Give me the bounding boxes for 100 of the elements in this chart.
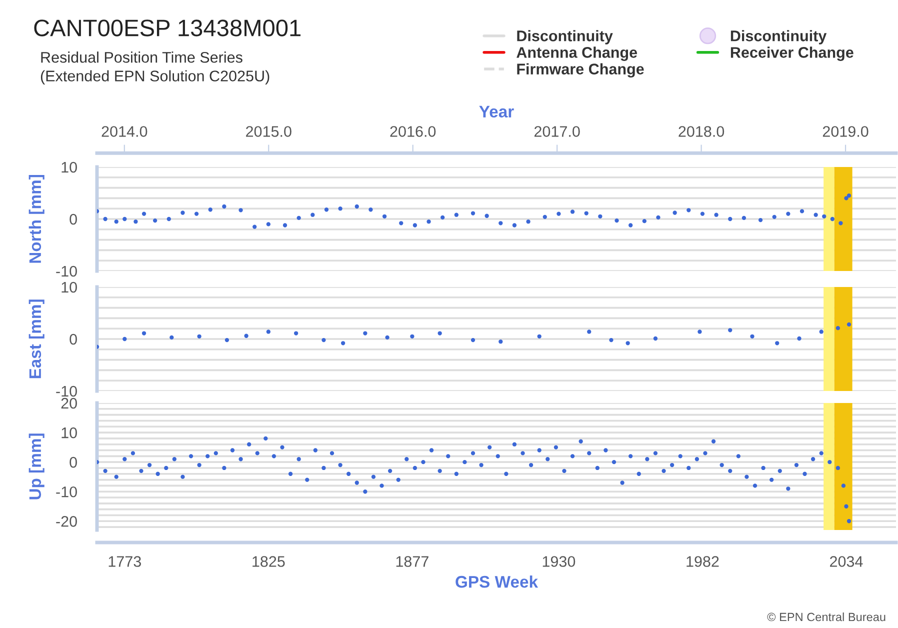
point [614, 218, 619, 223]
point [266, 222, 270, 226]
point [354, 204, 359, 209]
legend-label: Discontinuity [517, 30, 613, 44]
y-tick-label: -10 [56, 266, 77, 277]
point [166, 216, 171, 222]
point [252, 224, 257, 229]
point [846, 194, 852, 198]
point [498, 340, 503, 344]
point [426, 220, 431, 224]
point [340, 341, 346, 346]
x-axis-title: GPS Week [456, 575, 538, 588]
point [742, 216, 746, 220]
point [197, 334, 202, 338]
point [836, 326, 840, 330]
y-tick-label: 0 [70, 456, 77, 468]
point [584, 211, 588, 216]
point [653, 336, 658, 341]
point [103, 216, 108, 222]
point [512, 223, 517, 228]
x2-tick-label: 2014.0 [102, 126, 148, 137]
point [775, 341, 780, 346]
x2-tick-label: 2016.0 [390, 126, 436, 137]
point [542, 214, 547, 220]
point [142, 212, 146, 216]
point [382, 214, 387, 218]
point [642, 218, 646, 224]
point [758, 218, 763, 222]
point [322, 338, 326, 342]
point [368, 208, 373, 212]
point [470, 211, 476, 216]
point [294, 331, 298, 336]
point [556, 212, 561, 216]
point [570, 210, 575, 214]
legend-label: Discontinuity [730, 30, 827, 44]
y-axis-title: North [mm] [28, 175, 44, 263]
legend-label: Antenna Change [516, 46, 638, 61]
point [122, 336, 127, 342]
x2-tick-label: 2015.0 [246, 126, 292, 137]
point [587, 330, 592, 334]
point [628, 223, 633, 228]
point [412, 223, 418, 228]
point [410, 334, 414, 338]
point [537, 334, 542, 338]
y-tick-label: 0 [70, 334, 77, 345]
point [728, 328, 732, 332]
point [194, 212, 199, 216]
point [385, 335, 390, 340]
point [152, 218, 158, 223]
point [698, 330, 702, 334]
x-tick-label: 2034 [830, 556, 863, 567]
x-tick-label: 1930 [542, 556, 576, 567]
point [134, 220, 138, 224]
y-axis-title: East [mm] [28, 300, 44, 378]
point [208, 208, 212, 212]
point [686, 208, 691, 212]
point [844, 196, 848, 200]
point [700, 212, 705, 216]
point [338, 206, 342, 211]
point [772, 214, 776, 220]
point [797, 336, 802, 341]
point [438, 331, 442, 336]
y-tick-label: 0 [70, 214, 77, 225]
point [830, 216, 834, 222]
point [598, 214, 602, 218]
x2-tick-label: 2017.0 [534, 126, 580, 137]
point [180, 210, 185, 215]
point [498, 221, 503, 226]
text: © EPN Central Bureau [767, 612, 886, 622]
point [484, 214, 489, 218]
point [363, 331, 368, 336]
y-tick-label: -10 [56, 486, 77, 498]
y-tick-label: 10 [62, 282, 77, 293]
chart-title: CANT00ESP 13438M001 [34, 20, 300, 36]
point [819, 330, 824, 334]
point [714, 212, 718, 217]
point [838, 221, 843, 226]
point [266, 330, 270, 334]
x2-axis-title: Year [479, 106, 514, 118]
y-tick-label: -10 [56, 386, 77, 397]
point [170, 335, 174, 340]
point [822, 214, 826, 218]
y-tick-label: -20 [56, 516, 77, 527]
point [609, 338, 614, 342]
x-tick-label: 1773 [108, 556, 141, 567]
legend-label: Receiver Change [730, 46, 854, 61]
point [244, 334, 248, 338]
x-tick-label: 1982 [686, 556, 719, 567]
point [626, 341, 630, 346]
point [814, 212, 818, 217]
point [672, 210, 677, 215]
point [750, 334, 754, 338]
x2-tick-label: 2019.0 [822, 126, 868, 137]
point [454, 212, 458, 217]
point [324, 208, 329, 212]
point [399, 221, 404, 226]
point [470, 338, 476, 342]
point [282, 223, 288, 228]
y-tick-label: 10 [62, 427, 77, 438]
point [114, 220, 118, 224]
